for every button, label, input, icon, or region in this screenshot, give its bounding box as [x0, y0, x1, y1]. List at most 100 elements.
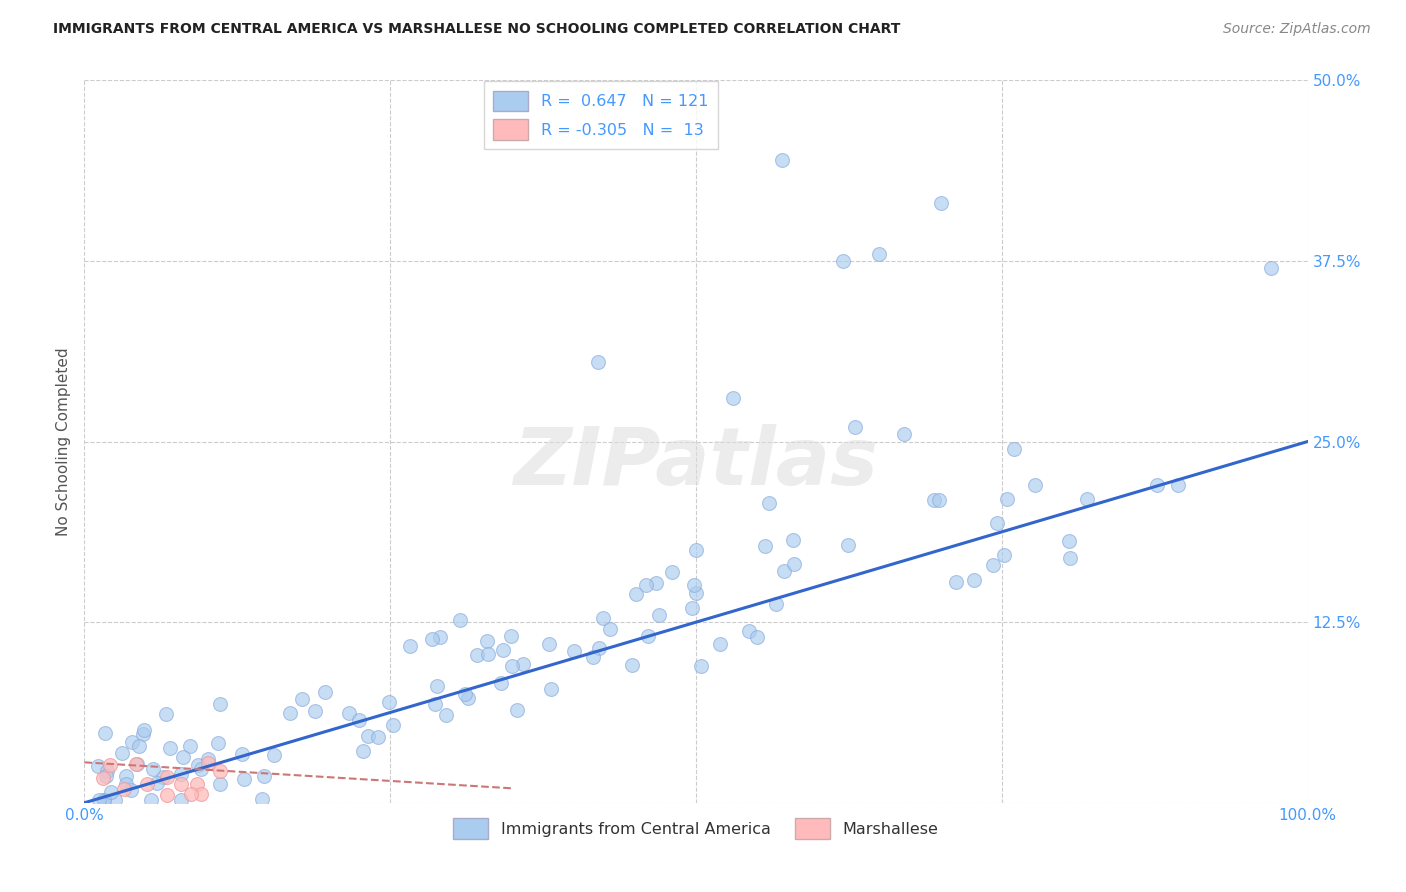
Point [128, 739, 150, 753]
Point [156, 788, 179, 802]
Point [337, 706, 360, 721]
Point [1002, 442, 1025, 456]
Point [208, 764, 231, 778]
Point [159, 740, 181, 755]
Point [152, 770, 174, 784]
Point [420, 632, 443, 647]
Point [981, 558, 1004, 573]
Point [170, 777, 193, 791]
Point [681, 601, 703, 615]
Point [170, 767, 193, 781]
Legend: Immigrants from Central America, Marshallese: Immigrants from Central America, Marshal… [447, 812, 945, 846]
Point [120, 783, 142, 797]
Point [426, 679, 449, 693]
Point [765, 597, 787, 611]
Point [278, 706, 301, 720]
Point [506, 703, 529, 717]
Point [250, 791, 273, 805]
Point [636, 578, 658, 592]
Point [512, 657, 534, 671]
Point [1057, 533, 1080, 548]
Point [186, 777, 208, 791]
Point [1059, 551, 1081, 566]
Point [96, 764, 118, 778]
Point [592, 611, 614, 625]
Point [449, 613, 471, 627]
Point [190, 763, 212, 777]
Point [423, 698, 446, 712]
Point [747, 630, 769, 644]
Point [352, 744, 374, 758]
Point [709, 637, 731, 651]
Point [382, 717, 405, 731]
Point [1024, 478, 1046, 492]
Point [831, 253, 853, 268]
Point [869, 246, 891, 260]
Point [314, 685, 336, 699]
Point [179, 739, 201, 753]
Point [685, 586, 707, 600]
Point [207, 736, 229, 750]
Point [588, 641, 610, 656]
Point [489, 676, 512, 690]
Point [683, 578, 706, 592]
Point [599, 623, 621, 637]
Point [135, 777, 157, 791]
Point [127, 757, 149, 772]
Point [502, 658, 524, 673]
Point [928, 493, 950, 508]
Point [115, 777, 138, 791]
Point [89, 793, 111, 807]
Point [993, 548, 1015, 562]
Point [621, 657, 644, 672]
Point [91, 771, 114, 785]
Point [661, 565, 683, 579]
Point [457, 690, 479, 705]
Point [582, 650, 605, 665]
Point [837, 538, 859, 552]
Point [538, 637, 561, 651]
Point [172, 749, 194, 764]
Point [100, 785, 122, 799]
Point [922, 492, 945, 507]
Point [367, 730, 389, 744]
Point [155, 770, 177, 784]
Point [187, 758, 209, 772]
Point [754, 539, 776, 553]
Point [562, 644, 585, 658]
Point [689, 658, 711, 673]
Point [586, 355, 609, 369]
Point [291, 691, 314, 706]
Point [170, 793, 193, 807]
Point [253, 769, 276, 783]
Text: IMMIGRANTS FROM CENTRAL AMERICA VS MARSHALLESE NO SCHOOLING COMPLETED CORRELATIO: IMMIGRANTS FROM CENTRAL AMERICA VS MARSH… [53, 22, 901, 37]
Point [929, 196, 952, 211]
Point [115, 769, 138, 783]
Point [180, 787, 202, 801]
Point [648, 607, 671, 622]
Point [304, 704, 326, 718]
Point [963, 573, 986, 587]
Point [770, 153, 793, 167]
Point [197, 756, 219, 771]
Point [540, 682, 562, 697]
Point [132, 723, 155, 737]
Point [429, 630, 451, 644]
Text: Source: ZipAtlas.com: Source: ZipAtlas.com [1223, 22, 1371, 37]
Point [121, 735, 143, 749]
Point [125, 756, 148, 771]
Point [721, 391, 744, 405]
Point [93, 793, 115, 807]
Point [98, 758, 121, 772]
Point [155, 707, 177, 722]
Point [773, 564, 796, 578]
Point [945, 575, 967, 590]
Point [758, 495, 780, 509]
Point [1260, 261, 1282, 276]
Point [132, 727, 155, 741]
Point [645, 576, 668, 591]
Point [738, 624, 761, 639]
Point [783, 558, 806, 572]
Point [844, 420, 866, 434]
Point [93, 793, 115, 807]
